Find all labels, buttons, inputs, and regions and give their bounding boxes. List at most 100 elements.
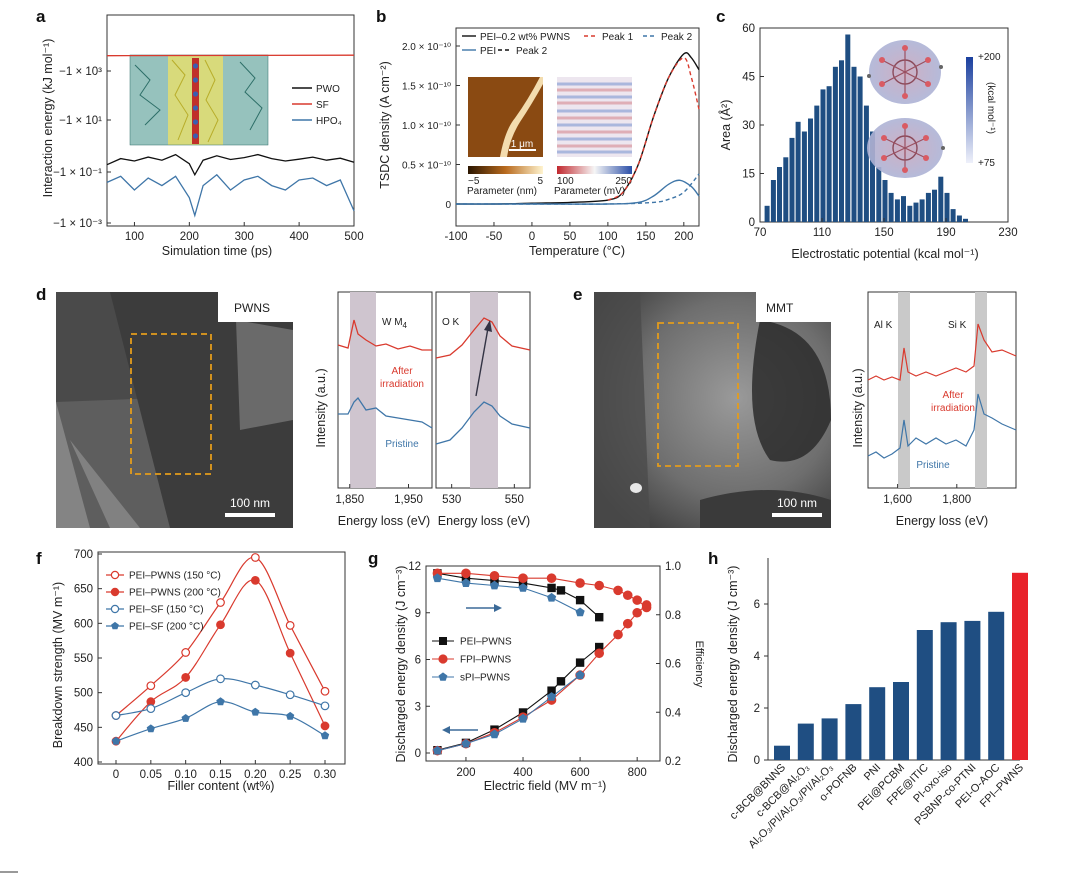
a-ytick-2: −1 × 10⁻¹ [53,167,102,179]
a-ytick-1: −1 × 10¹ [59,115,102,127]
f-legend-item-0: PEI–PWNS (150 °C) [129,571,221,582]
h-bar-3 [845,704,862,760]
c-histogram-bar [832,66,838,222]
a-ytick-3: −1 × 10⁻³ [53,218,102,230]
e-xtick-1: 1,800 [942,494,971,506]
f-point-3-6 [320,731,330,740]
g-ytick-0: 0 [415,748,421,760]
h-bar-8 [964,620,981,760]
f-xtick-6: 0.30 [314,769,336,781]
g-energy-point-0-6 [575,658,585,667]
g-energy-point-1-6 [594,648,605,659]
c-histogram-bar [907,205,913,222]
c-histogram-bar [963,218,968,222]
c-xtick-1: 110 [813,227,831,239]
panel-label-h: h [708,549,718,568]
d-pristine-label: Pristine [385,439,419,450]
c-histogram-bar [938,176,944,222]
g-legend-swatch-marker [439,637,447,645]
f-ytick-5: 650 [74,584,93,596]
c-xtick-0: 70 [754,227,767,239]
f-legend: PEI–PWNS (150 °C) PEI–PWNS (200 °C) PEI–SF… [106,571,221,633]
e-after-spectrum [867,323,1017,381]
g-efficiency-point-0-6 [575,595,585,605]
d-pristine-spectrum-o [435,401,531,445]
d-arrow-head-icon [484,320,492,332]
g-legend-swatch-marker [438,672,448,681]
g-efficiency-point-2-3 [518,583,528,592]
c-ytick-4: 60 [742,23,755,35]
c-histogram-bar [795,121,801,222]
e-after-label-1: After [942,390,964,401]
g-efficiency-point-1-1 [461,568,471,579]
b-kpfm-image [557,77,632,157]
c-histogram-bar [876,167,882,222]
b-series-pei-line [456,179,700,205]
b-ytick-4: 2.0 × 10⁻¹⁰ [402,42,451,53]
f-point-2-1 [146,704,156,714]
c-histogram-bar [764,205,770,222]
d-image-label: PWNS [234,301,270,315]
g-efficiency-arrow-icon [494,604,502,612]
h-bar-9 [988,611,1005,760]
c-molecule-inset-bottom [867,118,945,178]
g-energy-point-1-7 [613,629,623,640]
c-histogram-bar [925,192,931,222]
panel-label-g: g [368,549,378,568]
b-xtick-0: -100 [444,231,467,243]
g-y2tick-1: 0.4 [665,707,682,719]
g-efficiency-point-1-6 [594,580,605,591]
e-xlabel: Energy loss (eV) [896,514,988,528]
a-simulation-inset-illustration [129,54,269,146]
f-ytick-3: 550 [74,653,93,665]
a-xtick-0: 100 [125,231,144,243]
f-point-0-5 [285,621,295,630]
g-efficiency-line-0 [437,572,600,618]
g-legend-swatch-marker [438,654,448,664]
g-energy-point-2-2 [489,729,500,739]
e-pristine-label: Pristine [916,460,950,471]
b-xtick-1: -50 [486,231,503,243]
f-point-3-5 [286,711,295,720]
f-legend-swatch-marker [110,570,120,580]
g-xtick-1: 400 [513,767,532,779]
b-ytick-0: 0 [445,200,451,211]
h-bar-4 [869,687,886,760]
c-colorbar-max: +200 [978,52,1001,63]
f-legend-item-1: PEI–PWNS (200 °C) [129,588,221,599]
b-kpfm-stripes-blue [557,82,632,154]
panel-e: e MMT 100 nm Intensity (a.u.) Al K Si K … [573,285,1017,528]
a-series-pwo-line [106,153,355,177]
c-ytick-2: 30 [742,120,755,132]
e-scale-label: 100 nm [777,496,817,510]
c-histogram-bar [913,202,919,222]
f-point-2-3 [216,674,225,684]
b-afm-feature [500,77,543,157]
c-colorbar [966,57,973,163]
h-ytick-0: 0 [754,755,760,767]
c-histogram-bar [826,86,832,222]
g-efficiency-point-2-1 [461,578,471,587]
g-y2tick-3: 0.8 [665,610,681,622]
g-legend: PEI–PWNS FPI–PWNS sPI–PWNS [432,637,512,684]
d-after-label-2: irradiation [380,379,424,390]
d-edge-w: W M4 [382,317,408,330]
d-after-label-1: After [391,366,413,377]
b-legend: PEI–0.2 wt% PWNS Peak 1 Peak 2 PEI Peak … [462,32,693,57]
g-ylabel: Discharged energy density (J cm⁻³) [394,566,408,763]
g-energy-point-0-4 [547,686,556,695]
b-afm-inset: 1 μm −5 5 Parameter (nm) [467,77,543,197]
c-histogram-bar [783,157,789,222]
f-legend-swatch-marker [110,604,120,614]
f-xtick-4: 0.20 [244,769,266,781]
b-legend-pei: PEI [480,46,496,57]
panel-h: h Discharged energy density (J cm⁻³) 0 2 4… [708,549,1028,851]
a-xtick-4: 500 [344,231,363,243]
c-histogram-bar [770,180,776,222]
panel-b: b TSDC density (A cm⁻²) Temperature (°C)… [376,7,700,258]
a-xlabel: Simulation time (ps) [162,244,272,258]
h-bar-0 [774,745,790,760]
panel-label-f: f [36,549,42,568]
c-histogram-bar [919,199,925,222]
b-afm-tick-max: 5 [537,176,543,187]
